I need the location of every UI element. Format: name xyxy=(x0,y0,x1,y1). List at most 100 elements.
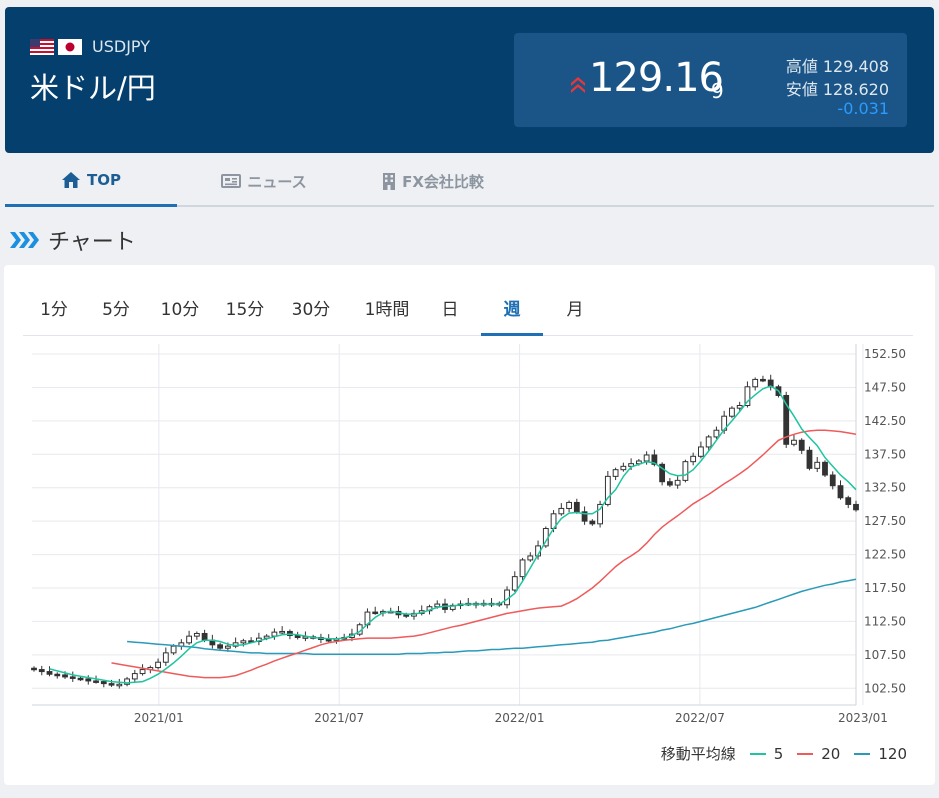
period-15min[interactable]: 15分 xyxy=(225,300,265,320)
section-title: チャート xyxy=(48,230,136,255)
x-tick-label: 2021/01 xyxy=(134,711,184,725)
tab-top[interactable]: TOP xyxy=(5,155,177,207)
pair-code: USDJPY xyxy=(92,37,150,56)
tab-fx-compare[interactable]: FX会社比較 xyxy=(368,155,498,207)
candle xyxy=(116,683,123,687)
candle xyxy=(566,501,572,509)
candle xyxy=(760,378,766,382)
price-chart[interactable]: 102.50 107.50 112.50 117.50 122.50 127.50 132.… xyxy=(4,265,935,735)
tab-fx-compare-label: FX会社比較 xyxy=(402,172,484,191)
newspaper-icon xyxy=(221,174,242,188)
candle xyxy=(659,463,666,483)
period-10min[interactable]: 10分 xyxy=(160,300,200,320)
period-1hour[interactable]: 1時間 xyxy=(364,300,410,320)
candle xyxy=(798,439,805,451)
double-chevron-up-icon xyxy=(571,77,585,93)
y-tick-label: 122.50 xyxy=(864,548,906,562)
candle xyxy=(85,678,92,682)
tab-top-label: TOP xyxy=(87,170,121,189)
candle xyxy=(612,469,619,477)
legend-ma20-label: 20 xyxy=(821,744,841,763)
legend-title: 移動平均線 xyxy=(660,745,736,763)
legend-ma5-line xyxy=(749,752,766,755)
low-label: 安値 xyxy=(785,80,818,99)
candle xyxy=(783,394,790,445)
period-30min[interactable]: 30分 xyxy=(291,300,331,320)
candle xyxy=(829,474,836,487)
legend-ma120-label: 120 xyxy=(878,744,907,763)
candle xyxy=(139,669,146,675)
candle xyxy=(814,461,821,469)
candle xyxy=(682,461,689,481)
candle xyxy=(822,461,828,476)
candle xyxy=(744,386,751,407)
candle xyxy=(240,640,247,644)
candle xyxy=(124,678,130,685)
candle xyxy=(581,511,588,522)
candle xyxy=(162,652,169,663)
candle xyxy=(434,603,441,608)
period-1min[interactable]: 1分 xyxy=(40,300,68,320)
y-tick-label: 132.50 xyxy=(864,481,906,495)
price-box: 129.16 9 高値 129.408 安値 128.620 -0.031 xyxy=(514,33,907,127)
candle xyxy=(698,446,704,457)
period-tabs: 1分 5分 10分 15分 30分 1時間 日 週 月 xyxy=(23,289,913,336)
candle xyxy=(224,645,231,649)
us-flag-icon xyxy=(30,38,54,55)
period-5min[interactable]: 5分 xyxy=(102,300,130,320)
candle xyxy=(705,436,712,448)
y-tick-label: 147.50 xyxy=(864,380,906,394)
current-price-last-digit: 9 xyxy=(711,79,724,103)
price-change: -0.031 xyxy=(837,99,889,118)
main-tabs: TOP ニュース FX会社比較 xyxy=(5,155,934,207)
y-tick-label: 142.50 xyxy=(864,414,906,428)
candle xyxy=(131,673,138,680)
period-week[interactable]: 週 xyxy=(481,289,543,336)
candle xyxy=(519,559,526,578)
candle xyxy=(620,465,627,471)
candle xyxy=(589,520,596,525)
low-value: 128.620 xyxy=(822,80,889,99)
tab-news[interactable]: ニュース xyxy=(205,155,323,207)
candle xyxy=(713,429,720,438)
x-tick-label: 2022/07 xyxy=(675,711,725,725)
home-icon xyxy=(62,171,80,188)
ma20-line xyxy=(111,429,857,679)
currency-header: USDJPY 米ドル/円 129.16 9 高値 129.408 安値 128.62… xyxy=(5,7,934,153)
candle xyxy=(38,669,45,673)
candle xyxy=(853,503,859,511)
candle xyxy=(651,454,658,465)
candle xyxy=(597,503,603,525)
y-tick-label: 107.50 xyxy=(864,648,906,662)
candle xyxy=(674,479,681,486)
candle xyxy=(108,683,115,686)
y-tick-label: 137.50 xyxy=(864,447,906,461)
candle xyxy=(511,576,518,591)
y-tick-label: 152.50 xyxy=(864,347,906,361)
period-month[interactable]: 月 xyxy=(566,300,584,320)
candle xyxy=(93,680,99,683)
legend-ma20-line xyxy=(797,752,814,755)
candle xyxy=(170,645,177,654)
legend-ma120-line xyxy=(854,752,871,755)
candle xyxy=(193,632,200,637)
y-tick-label: 127.50 xyxy=(864,514,906,528)
x-tick-label: 2021/07 xyxy=(314,711,364,725)
candle xyxy=(186,635,192,644)
candle xyxy=(325,638,332,642)
candle xyxy=(643,454,650,462)
candle xyxy=(845,497,852,505)
high-label: 高値 xyxy=(785,57,818,76)
building-icon xyxy=(383,173,396,190)
candle xyxy=(372,611,379,615)
candle xyxy=(729,407,735,417)
chart-panel: 1分 5分 10分 15分 30分 1時間 日 週 月 102.50 107.50… xyxy=(4,265,935,785)
high-value: 129.408 xyxy=(822,57,889,76)
y-tick-label: 117.50 xyxy=(864,581,906,595)
triple-chevron-right-icon xyxy=(10,232,39,248)
period-day[interactable]: 日 xyxy=(441,300,459,320)
current-price: 129.16 xyxy=(589,55,724,101)
ma-legend: 移動平均線 5 20 120 xyxy=(661,743,907,764)
y-tick-label: 102.50 xyxy=(864,681,906,695)
ma5-line xyxy=(49,385,857,684)
